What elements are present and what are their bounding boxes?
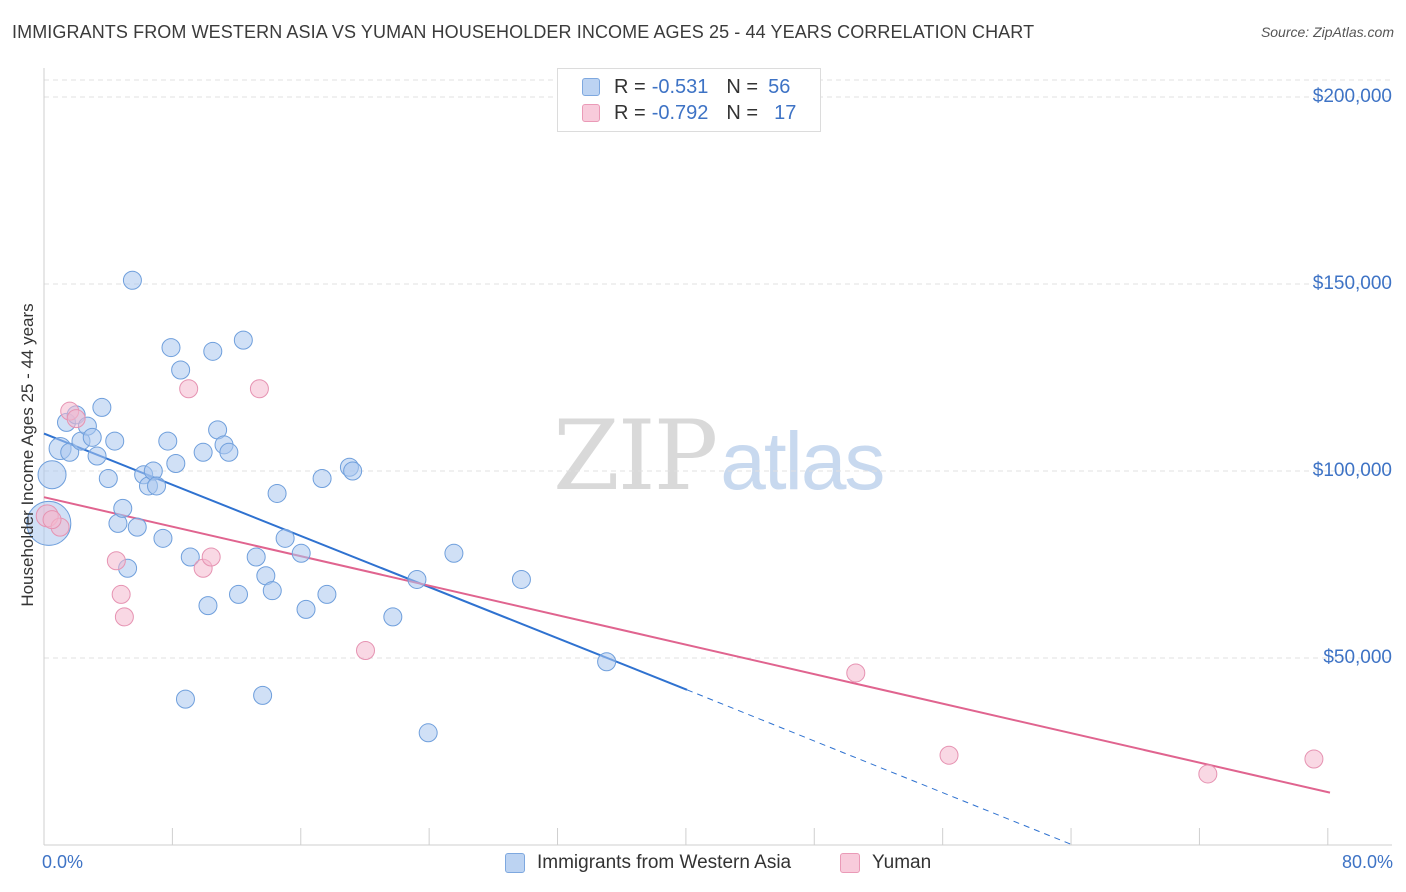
data-point-western-asia <box>113 498 133 518</box>
data-point-western-asia <box>418 723 438 743</box>
y-tick-label: $100,000 <box>1312 460 1392 481</box>
data-point-western-asia <box>291 543 311 563</box>
data-point-western-asia <box>219 442 239 462</box>
data-point-western-asia <box>229 584 249 604</box>
data-point-western-asia <box>92 397 112 417</box>
data-point-yuman <box>42 510 62 530</box>
trend-line-western-asia-extension <box>686 689 1073 846</box>
watermark: ZIPatlas <box>553 400 885 512</box>
legend-swatch-yuman <box>840 853 860 873</box>
data-point-western-asia <box>87 446 107 466</box>
n-value: 17 <box>774 101 797 124</box>
legend-label-western-asia: Immigrants from Western Asia <box>537 852 792 873</box>
stats-legend: R = -0.531 N = 56 R = -0.792 N = 17 <box>557 68 821 132</box>
n-value: 56 <box>768 75 791 98</box>
data-point-western-asia <box>296 599 316 619</box>
watermark-zip: ZIP <box>553 400 718 512</box>
legend-item-yuman[interactable]: Yuman <box>840 852 931 874</box>
r-value: -0.792 <box>651 101 709 124</box>
data-point-western-asia <box>511 569 531 589</box>
data-point-yuman <box>114 607 134 627</box>
data-point-western-asia <box>343 461 363 481</box>
data-point-western-asia <box>180 547 200 567</box>
legend-swatch-western-asia <box>505 853 525 873</box>
data-point-western-asia <box>171 360 191 380</box>
data-point-western-asia <box>275 528 295 548</box>
data-point-yuman <box>179 379 199 399</box>
data-point-western-asia <box>122 270 142 290</box>
data-point-western-asia <box>444 543 464 563</box>
trend-line-yuman <box>43 496 1331 794</box>
data-point-western-asia <box>127 517 147 537</box>
data-point-western-asia <box>37 460 67 490</box>
r-value: -0.531 <box>651 75 709 98</box>
data-point-yuman <box>1198 764 1218 784</box>
data-point-western-asia <box>193 442 213 462</box>
stats-legend-row-western-asia: R = -0.531 N = 56 <box>582 75 790 99</box>
data-point-western-asia <box>158 431 178 451</box>
legend-item-western-asia[interactable]: Immigrants from Western Asia <box>505 852 791 874</box>
data-point-yuman <box>356 641 375 661</box>
n-label: N = <box>726 101 759 124</box>
data-point-yuman <box>201 547 221 567</box>
data-point-western-asia <box>105 431 125 451</box>
data-point-western-asia <box>246 547 266 567</box>
data-point-western-asia <box>203 341 223 361</box>
source-label: Source: ZipAtlas.com <box>1260 24 1394 40</box>
data-point-western-asia <box>407 569 427 589</box>
r-label: R = <box>614 101 646 124</box>
x-tick-label: 0.0% <box>42 852 84 872</box>
data-point-western-asia <box>161 338 181 358</box>
data-point-western-asia <box>253 685 273 705</box>
data-point-yuman <box>1304 749 1324 769</box>
data-point-yuman <box>106 551 126 571</box>
data-point-yuman <box>249 379 269 399</box>
data-point-western-asia <box>262 581 282 601</box>
x-tick-label: 80.0% <box>1341 852 1393 872</box>
yuman-swatch <box>582 104 600 122</box>
data-point-western-asia <box>317 584 337 604</box>
data-point-yuman <box>846 663 866 683</box>
series-legend: Immigrants from Western Asia Yuman <box>0 852 1406 878</box>
data-point-western-asia <box>82 427 102 447</box>
y-tick-label: $200,000 <box>1312 86 1392 107</box>
chart-title: IMMIGRANTS FROM WESTERN ASIA VS YUMAN HO… <box>12 22 1035 42</box>
r-label: R = <box>614 75 646 98</box>
stats-legend-row-yuman: R = -0.792 N = 17 <box>582 101 796 125</box>
watermark-atlas: atlas <box>720 416 885 507</box>
data-point-yuman <box>939 745 959 765</box>
data-point-western-asia <box>60 442 80 462</box>
data-point-western-asia <box>175 689 195 709</box>
y-tick-label: $150,000 <box>1312 273 1392 294</box>
data-point-western-asia <box>383 607 403 627</box>
data-point-western-asia <box>198 596 218 616</box>
data-point-western-asia <box>147 476 167 496</box>
data-point-western-asia <box>98 468 118 488</box>
data-point-western-asia <box>597 652 617 672</box>
data-point-yuman <box>66 409 86 429</box>
data-point-western-asia <box>153 528 173 548</box>
data-point-western-asia <box>166 454 186 474</box>
data-point-western-asia <box>233 330 253 350</box>
western-asia-swatch <box>582 78 600 96</box>
n-label: N = <box>726 75 759 98</box>
y-axis-label: Householder Income Ages 25 - 44 years <box>18 303 37 607</box>
y-tick-label: $50,000 <box>1323 647 1392 668</box>
data-point-yuman <box>111 584 131 604</box>
data-point-western-asia <box>312 468 332 488</box>
data-point-western-asia <box>267 483 287 503</box>
legend-label-yuman: Yuman <box>872 852 932 873</box>
